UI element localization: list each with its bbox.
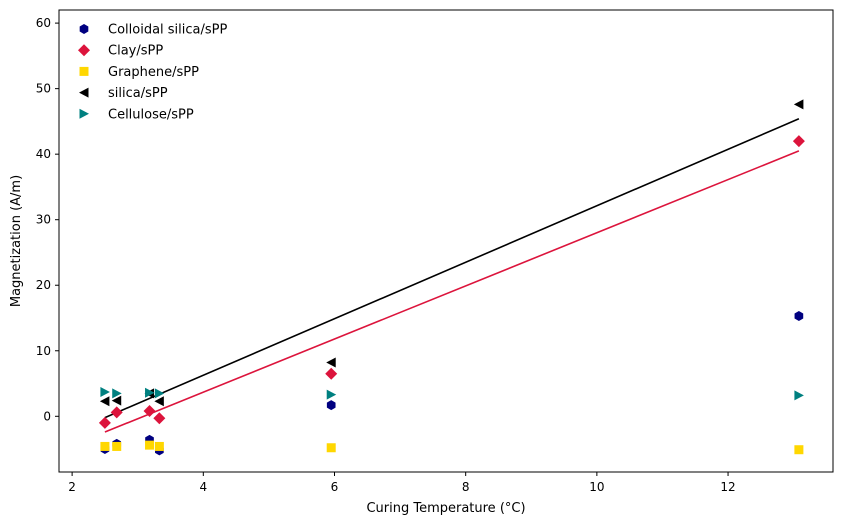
x-tick-label: 4 [199, 480, 207, 494]
legend-marker [78, 44, 90, 57]
x-axis: 2 4 6 8 10 12 [68, 472, 736, 494]
trend-line [104, 150, 800, 433]
data-point [112, 441, 122, 451]
y-axis: 0 10 20 30 40 50 60 [36, 16, 59, 423]
data-point [143, 405, 156, 418]
data-point [112, 388, 122, 399]
data-point [154, 388, 165, 399]
data-point [100, 387, 110, 398]
data-point [111, 395, 122, 406]
data-point [325, 367, 338, 380]
data-point [145, 440, 155, 450]
data-point [326, 389, 337, 400]
data-point [154, 396, 164, 407]
trend-lines [104, 118, 800, 433]
legend-label: silica/sPP [108, 86, 168, 101]
y-tick-label: 10 [36, 344, 51, 358]
legend-marker [79, 24, 89, 34]
x-tick-label: 12 [720, 480, 735, 494]
y-tick-label: 40 [36, 147, 51, 161]
data-point [154, 441, 164, 451]
legend-label: Cellulose/sPP [108, 107, 194, 122]
trend-line [104, 118, 800, 419]
data-point [793, 99, 804, 110]
legend: Colloidal silica/sPP Clay/sPP Graphene/sPP… [78, 23, 227, 122]
x-tick-label: 6 [331, 480, 339, 494]
data-point [792, 135, 805, 148]
data-point [98, 416, 111, 429]
data-point [100, 441, 110, 451]
data-point [794, 311, 804, 322]
data-point [794, 445, 804, 455]
data-point [326, 357, 336, 368]
x-tick-label: 8 [462, 480, 470, 494]
data-points [98, 99, 805, 456]
legend-label: Colloidal silica/sPP [108, 23, 227, 38]
data-point [326, 443, 336, 453]
data-point [153, 412, 166, 425]
legend-marker [79, 87, 89, 98]
y-tick-label: 20 [36, 278, 51, 292]
y-tick-label: 30 [36, 213, 51, 227]
data-point [110, 406, 123, 419]
data-point [794, 390, 804, 401]
data-point [145, 387, 155, 398]
y-tick-label: 50 [36, 82, 51, 96]
legend-label: Graphene/sPP [108, 65, 199, 80]
plot-frame [58, 9, 834, 473]
x-tick-label: 10 [589, 480, 604, 494]
x-axis-label: Curing Temperature (°C) [366, 501, 525, 516]
data-point [99, 396, 110, 407]
y-tick-label: 0 [43, 409, 51, 423]
data-point [326, 400, 336, 411]
legend-marker [79, 66, 89, 76]
legend-label: Clay/sPP [108, 44, 163, 59]
x-tick-label: 2 [68, 480, 76, 494]
legend-marker [79, 108, 89, 119]
y-axis-label: Magnetization (A/m) [9, 175, 24, 307]
y-tick-label: 60 [36, 16, 51, 30]
